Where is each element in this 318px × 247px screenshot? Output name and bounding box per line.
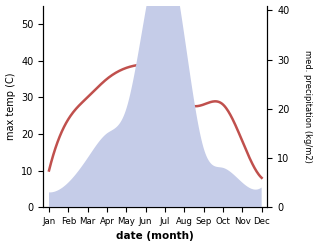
Y-axis label: max temp (C): max temp (C) — [5, 73, 16, 140]
X-axis label: date (month): date (month) — [116, 231, 194, 242]
Y-axis label: med. precipitation (kg/m2): med. precipitation (kg/m2) — [303, 50, 313, 163]
